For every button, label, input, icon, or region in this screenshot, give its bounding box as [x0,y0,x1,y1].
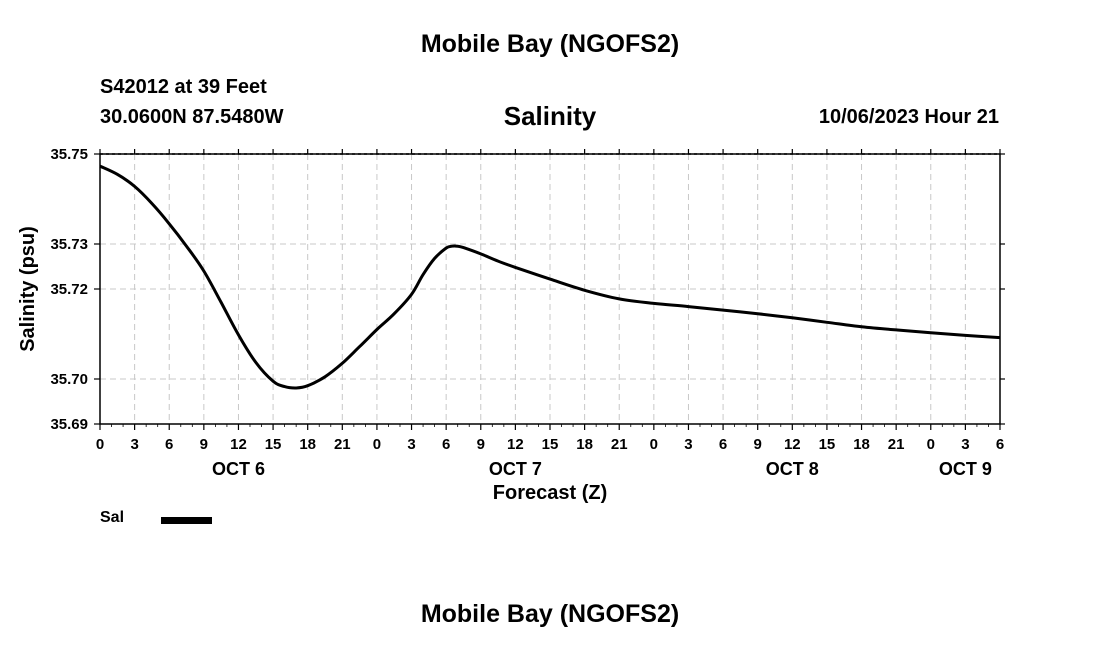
x-tick-label: 6 [719,436,727,453]
day-label: OCT 7 [489,459,542,479]
y-axis-label: Salinity (psu) [17,226,39,352]
x-tick-label: 3 [961,436,969,453]
grid-lines [100,153,1000,425]
x-tick-label: 0 [96,436,104,453]
x-tick-label: 12 [230,436,247,453]
series-layer [99,164,1001,390]
legend-swatch [161,517,212,524]
forecast-timestamp: 10/06/2023 Hour 21 [818,106,999,128]
x-tick-label: 18 [299,436,316,453]
x-tick-label: 21 [334,436,351,453]
day-label: OCT 6 [212,459,265,479]
main-title: Mobile Bay (NGOFS2) [420,30,680,58]
x-tick-label: 6 [165,436,173,453]
day-label: OCT 9 [939,459,992,479]
legend-label: Sal [100,509,125,526]
x-tick-label: 15 [819,436,836,453]
x-tick-label: 18 [576,436,593,453]
x-tick-label: 12 [507,436,524,453]
y-tick-label: 35.69 [50,416,88,433]
y-tick-label: 35.73 [50,236,88,253]
y-tick-label: 35.72 [50,281,88,298]
x-tick-label: 6 [442,436,450,453]
x-tick-label: 18 [853,436,870,453]
x-axis-label: Forecast (Z) [492,482,608,504]
coordinates-label: 30.0600N 87.5480W [100,106,284,128]
x-tick-label: 15 [542,436,559,453]
x-tick-label: 12 [784,436,801,453]
x-tick-label: 9 [754,436,762,453]
x-tick-label: 21 [611,436,628,453]
x-tick-label: 9 [200,436,208,453]
x-tick-label: 0 [373,436,381,453]
day-label: OCT 8 [766,459,819,479]
axis-ticks: 0 3 6 9 12 15 18 21 0 3 6 9 12 15 18 21 0 3 6 9 12 15 18 21 0 3 6 3… [50,146,1005,479]
x-tick-label: 9 [477,436,485,453]
x-tick-label: 3 [684,436,692,453]
x-tick-label: 3 [130,436,138,453]
x-tick-label: 0 [650,436,658,453]
x-tick-label: 6 [996,436,1004,453]
series-line-sal [99,164,1001,390]
y-tick-label: 35.70 [50,371,88,388]
station-label: S42012 at 39 Feet [100,76,267,98]
x-tick-label: 21 [888,436,905,453]
y-tick-label: 35.75 [50,146,88,163]
footer-title: Mobile Bay (NGOFS2) [420,600,680,628]
x-tick-label: 15 [265,436,282,453]
chart-title: Salinity [503,101,597,131]
x-tick-label: 3 [407,436,415,453]
x-tick-label: 0 [927,436,935,453]
